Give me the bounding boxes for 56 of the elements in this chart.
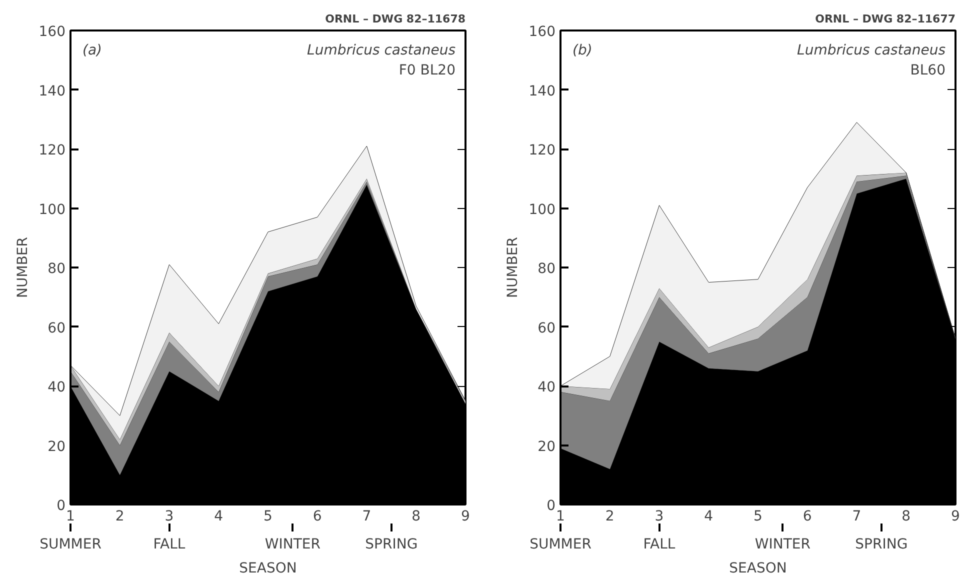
y-axis-title: NUMBER xyxy=(14,236,31,298)
x-tick-label: 8 xyxy=(412,508,421,524)
y-tick-label: 160 xyxy=(528,24,556,40)
ref-line-label: SPRING xyxy=(855,536,908,552)
x-tick-label: 5 xyxy=(264,508,272,524)
ref-line-label: WINTER xyxy=(264,536,321,552)
y-tick-label: 100 xyxy=(38,202,66,218)
x-tick-label: 4 xyxy=(704,508,714,524)
x-tick-label: 7 xyxy=(852,508,862,524)
y-tick-label: 100 xyxy=(528,202,556,218)
y-tick-label: 120 xyxy=(528,142,556,158)
y-tick-label: 140 xyxy=(528,83,556,100)
y-tick-label: 0 xyxy=(546,498,556,514)
ref-line-label: FALL xyxy=(153,536,186,552)
y-axis-title: NUMBER xyxy=(504,236,521,298)
x-tick-label: 2 xyxy=(605,508,614,524)
x-axis-title: SEASON xyxy=(729,560,787,576)
ref-line-label: SPRING xyxy=(365,536,418,552)
x-tick-label: 9 xyxy=(951,508,960,524)
x-tick-label: 1 xyxy=(556,508,565,524)
y-tick-label: 20 xyxy=(48,438,66,455)
annotation: F0 BL20 xyxy=(398,62,456,78)
y-tick-label: 80 xyxy=(48,261,66,277)
y-tick-label: 160 xyxy=(38,24,66,40)
x-tick-label: 2 xyxy=(115,508,124,524)
text: ORNL – DWG 82–11677 xyxy=(815,12,956,26)
x-tick-label: 3 xyxy=(164,508,174,524)
x-tick-label: 5 xyxy=(754,508,762,524)
ref-line-label: SUMMER xyxy=(40,536,102,552)
annotation: (b) xyxy=(572,42,592,58)
annotation: Lumbricus castaneus xyxy=(307,42,456,58)
x-tick-label: 7 xyxy=(362,508,372,524)
y-tick-label: 60 xyxy=(538,320,556,336)
y-tick-label: 20 xyxy=(538,438,556,455)
x-axis-title: SEASON xyxy=(239,560,297,576)
y-tick-label: 120 xyxy=(38,142,66,158)
annotation: (a) xyxy=(82,42,102,58)
ref-line-label: WINTER xyxy=(754,536,811,552)
annotation: BL60 xyxy=(910,62,946,78)
x-tick-label: 8 xyxy=(902,508,911,524)
y-tick-label: 140 xyxy=(38,83,66,100)
ref-line-label: SUMMER xyxy=(530,536,592,552)
y-tick-label: 40 xyxy=(48,380,66,396)
x-tick-label: 3 xyxy=(654,508,664,524)
x-tick-label: 6 xyxy=(802,508,812,524)
x-tick-label: 9 xyxy=(461,508,470,524)
x-tick-label: 1 xyxy=(66,508,75,524)
text: ORNL – DWG 82–11678 xyxy=(325,12,466,26)
annotation: Lumbricus castaneus xyxy=(797,42,946,58)
x-tick-label: 4 xyxy=(214,508,224,524)
y-tick-label: 40 xyxy=(538,380,556,396)
y-tick-label: 0 xyxy=(56,498,66,514)
x-tick-label: 6 xyxy=(312,508,322,524)
y-tick-label: 60 xyxy=(48,320,66,336)
y-tick-label: 80 xyxy=(538,261,556,277)
ref-line-label: FALL xyxy=(643,536,676,552)
